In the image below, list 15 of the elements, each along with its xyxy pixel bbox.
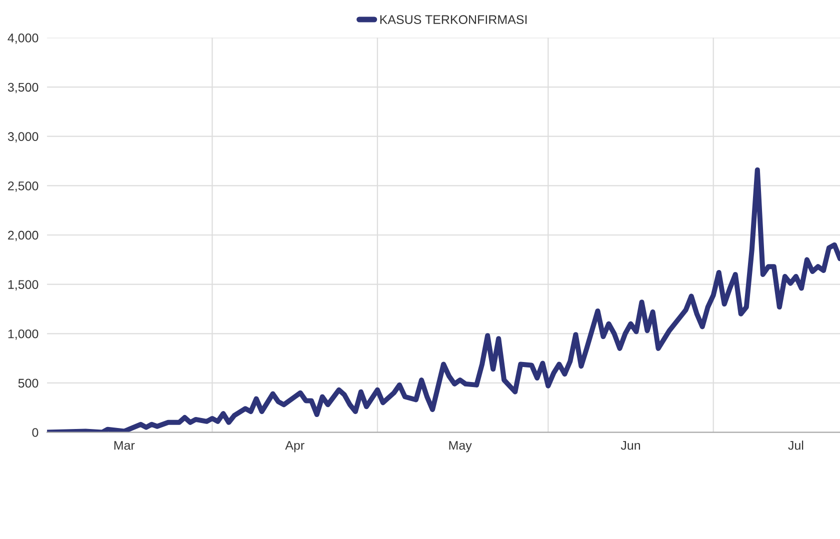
y-tick-label: 3,000: [8, 132, 38, 142]
x-tick-label: Apr: [285, 441, 304, 452]
x-tick-label: Mar: [114, 441, 135, 450]
y-tick-label: 2,000: [8, 230, 38, 242]
y-tick-label: 1,500: [8, 280, 38, 290]
y-tick-label: 2,500: [8, 181, 38, 192]
y-tick-label: 3,500: [8, 82, 38, 94]
legend-label: KASUS TERKONFIRMASI: [380, 15, 527, 24]
y-tick-label: 1,000: [8, 329, 38, 340]
x-tick-label: May: [449, 441, 472, 452]
x-tick-label: Jul: [788, 440, 804, 450]
y-tick-label: 500: [18, 378, 38, 388]
y-tick-label: 4,000: [8, 34, 38, 44]
x-tick-label: Jun: [620, 441, 640, 450]
y-tick-label: 0: [32, 428, 38, 437]
